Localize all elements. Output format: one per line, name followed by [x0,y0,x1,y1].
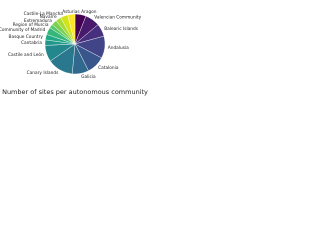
slice-label: Canary Islands [27,70,59,76]
slice-label: Asturias [62,9,80,15]
slice-label: Community of Madrid [0,27,46,33]
slice-label: Castile-La Mancha [24,11,64,17]
slice-label: Extremadura [24,18,52,24]
pie-slice [67,13,76,45]
slice-label: Castile and León [8,51,44,58]
slice-label: Galicia [81,74,96,80]
slice-label: Aragon [81,9,97,15]
slice-label: Cantabria [21,40,42,46]
slice-label: Valencian Community [94,15,141,21]
slice-label: Navarre [40,14,57,20]
slice-label: Region of Murcia [13,22,49,28]
chart-title: Number of sites per autonomous community [2,88,148,96]
slice-label: Catalonia [98,65,119,71]
page: Number of sites per autonomous community… [0,0,150,99]
slice-label: Andalusia [108,45,129,51]
chart: Number of sites per autonomous community… [0,9,148,96]
slice-label: Basque Country [9,34,44,40]
slice-label: Balearic Islands [104,26,139,32]
